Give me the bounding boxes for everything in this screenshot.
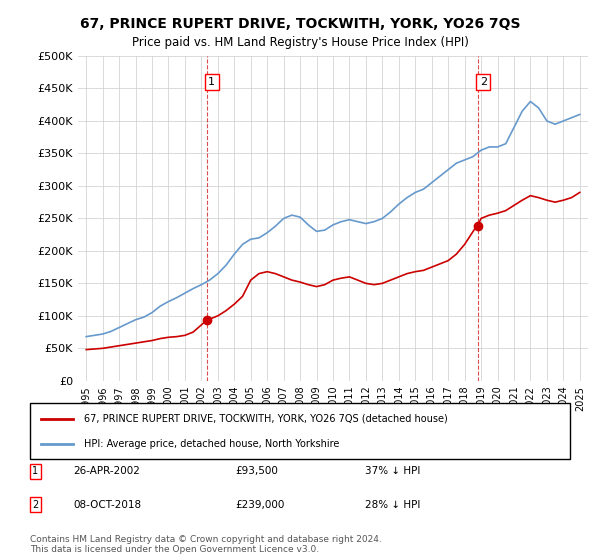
Text: 26-APR-2002: 26-APR-2002: [73, 466, 140, 477]
Text: 1: 1: [208, 77, 215, 87]
Text: 28% ↓ HPI: 28% ↓ HPI: [365, 500, 420, 510]
Text: 1: 1: [32, 466, 38, 477]
Text: Price paid vs. HM Land Registry's House Price Index (HPI): Price paid vs. HM Land Registry's House …: [131, 36, 469, 49]
FancyBboxPatch shape: [30, 403, 570, 459]
Text: 2: 2: [479, 77, 487, 87]
Text: £93,500: £93,500: [235, 466, 278, 477]
Text: HPI: Average price, detached house, North Yorkshire: HPI: Average price, detached house, Nort…: [84, 438, 340, 449]
Text: 08-OCT-2018: 08-OCT-2018: [73, 500, 142, 510]
Text: 67, PRINCE RUPERT DRIVE, TOCKWITH, YORK, YO26 7QS: 67, PRINCE RUPERT DRIVE, TOCKWITH, YORK,…: [80, 17, 520, 31]
Text: £239,000: £239,000: [235, 500, 284, 510]
Text: Contains HM Land Registry data © Crown copyright and database right 2024.
This d: Contains HM Land Registry data © Crown c…: [30, 535, 382, 554]
Text: 37% ↓ HPI: 37% ↓ HPI: [365, 466, 420, 477]
Text: 67, PRINCE RUPERT DRIVE, TOCKWITH, YORK, YO26 7QS (detached house): 67, PRINCE RUPERT DRIVE, TOCKWITH, YORK,…: [84, 414, 448, 424]
Text: 2: 2: [32, 500, 38, 510]
